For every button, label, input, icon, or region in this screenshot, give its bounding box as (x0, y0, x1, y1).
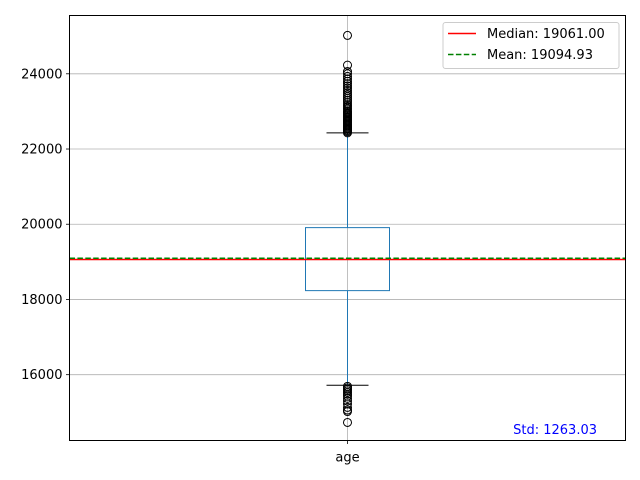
outlier-point (343, 69, 352, 79)
plot-marks (69, 30, 626, 427)
outlier-point (343, 396, 352, 406)
std-annotation: Std: 1263.03 (513, 423, 597, 438)
legend-label: Mean: 19094.93 (487, 48, 593, 63)
outlier-point (343, 60, 352, 70)
outlier-point (343, 85, 352, 95)
y-tick-label: 16000 (21, 368, 62, 383)
outlier-point (343, 83, 352, 93)
outlier-point (343, 402, 352, 412)
outlier-point (343, 407, 352, 417)
outlier-point (343, 417, 352, 427)
outlier-point (343, 71, 352, 81)
x-tick-label: age (335, 451, 359, 466)
y-tick-label: 18000 (21, 293, 62, 308)
outlier-point (343, 81, 352, 91)
outlier-point (343, 88, 352, 98)
outlier-point (343, 67, 352, 77)
legend-label: Median: 19061.00 (487, 27, 605, 42)
y-tick-label: 22000 (21, 143, 62, 158)
outlier-point (343, 30, 352, 40)
axes: 16000 18000 20000 22000 24000 age (21, 67, 359, 465)
y-tick-label: 24000 (21, 67, 62, 82)
legend: Median: 19061.00 Mean: 19094.93 (442, 22, 620, 69)
outlier-point (343, 79, 352, 89)
y-tick-label: 20000 (21, 218, 62, 233)
legend-frame (442, 22, 620, 69)
outlier-point (343, 393, 352, 403)
